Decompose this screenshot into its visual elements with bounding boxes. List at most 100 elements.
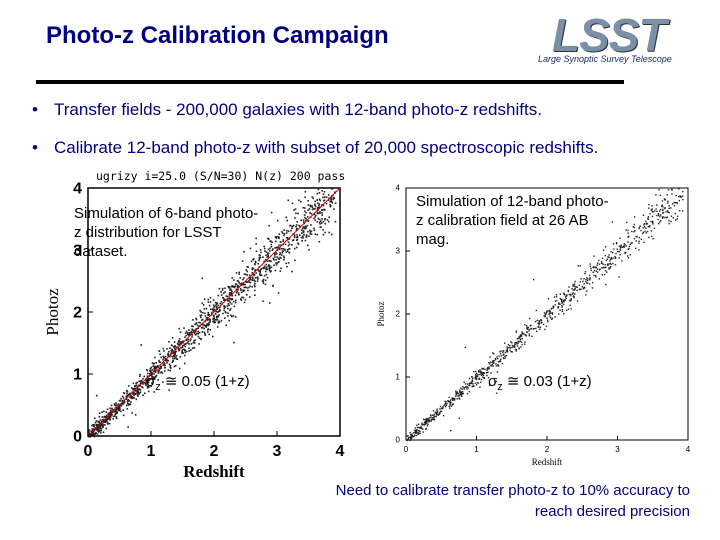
data-point [105, 427, 108, 430]
data-point [500, 355, 502, 357]
data-point [306, 224, 309, 227]
data-point [314, 216, 317, 218]
data-point [502, 354, 504, 356]
data-point [425, 421, 427, 423]
data-point [158, 359, 160, 362]
data-point [671, 203, 674, 205]
data-point [201, 277, 204, 280]
data-point [137, 392, 140, 394]
data-point [479, 381, 482, 383]
data-point [270, 243, 273, 246]
data-point [181, 349, 184, 352]
data-point [563, 313, 565, 315]
data-point [146, 369, 149, 372]
data-point [226, 305, 229, 307]
data-point [437, 413, 439, 416]
data-point [197, 332, 200, 335]
data-point [224, 287, 226, 289]
data-point [589, 265, 592, 268]
data-point [444, 402, 447, 404]
data-point [262, 278, 265, 281]
data-point [162, 355, 165, 358]
data-point [468, 384, 470, 387]
data-point [233, 279, 235, 281]
data-point [465, 386, 467, 388]
data-point [154, 367, 156, 369]
data-point [308, 208, 311, 210]
data-point [519, 335, 521, 337]
data-point [137, 395, 139, 398]
data-point [98, 421, 101, 423]
data-point [277, 235, 279, 238]
bullet-text: Transfer fields - 200,000 galaxies with … [54, 100, 542, 119]
data-point [663, 198, 666, 200]
data-point [192, 319, 194, 321]
data-point [151, 362, 154, 364]
data-point [223, 305, 226, 307]
data-point [246, 287, 248, 289]
data-point [490, 365, 493, 367]
data-point [152, 378, 155, 381]
data-point [262, 266, 265, 269]
data-point [131, 396, 134, 398]
data-point [645, 232, 647, 234]
data-point [455, 392, 457, 394]
data-point [207, 324, 210, 327]
data-point [645, 227, 647, 229]
data-point [231, 285, 234, 287]
data-point [297, 243, 300, 245]
data-point [437, 414, 439, 416]
data-point [145, 384, 147, 387]
data-point [91, 428, 94, 431]
data-point [615, 252, 617, 255]
data-point [307, 230, 309, 233]
data-point [609, 260, 611, 262]
data-point [536, 319, 538, 322]
data-point [147, 378, 149, 381]
data-point [128, 403, 131, 406]
data-point [207, 323, 209, 325]
bullet-calibrate: • Calibrate 12-band photo-z with subset o… [32, 138, 598, 158]
data-point [475, 375, 477, 378]
data-point [272, 248, 274, 250]
data-point [285, 232, 288, 234]
data-point [94, 421, 97, 424]
data-point [229, 298, 232, 300]
data-point [241, 296, 243, 299]
data-point [147, 380, 150, 382]
data-point [424, 423, 426, 425]
data-point [608, 268, 610, 270]
data-point [424, 419, 427, 421]
data-point [598, 259, 600, 262]
data-point [209, 301, 212, 303]
data-point [275, 253, 278, 255]
data-point [554, 300, 557, 302]
data-point [538, 319, 540, 322]
data-point [176, 346, 178, 348]
data-point [297, 212, 299, 215]
data-point [190, 331, 192, 334]
data-point [297, 242, 299, 244]
data-point [530, 327, 532, 330]
data-point [217, 315, 219, 318]
data-point [111, 408, 113, 411]
data-point [286, 219, 288, 222]
data-point [609, 258, 612, 261]
data-point [592, 266, 594, 268]
data-point [545, 312, 547, 315]
data-point [413, 435, 415, 437]
slide-title: Photo-z Calibration Campaign [46, 22, 389, 49]
data-point [428, 420, 430, 422]
data-point [579, 265, 581, 267]
data-point [150, 371, 152, 374]
data-point [282, 248, 285, 250]
data-point [122, 392, 125, 394]
data-point [157, 379, 159, 381]
data-point [175, 357, 177, 359]
data-point [130, 397, 133, 400]
data-point [610, 256, 612, 259]
data-point [265, 263, 267, 266]
data-point [91, 424, 93, 427]
bullet-transfer-fields: • Transfer fields - 200,000 galaxies with… [32, 100, 542, 120]
y-tick-label: 4 [73, 180, 82, 197]
